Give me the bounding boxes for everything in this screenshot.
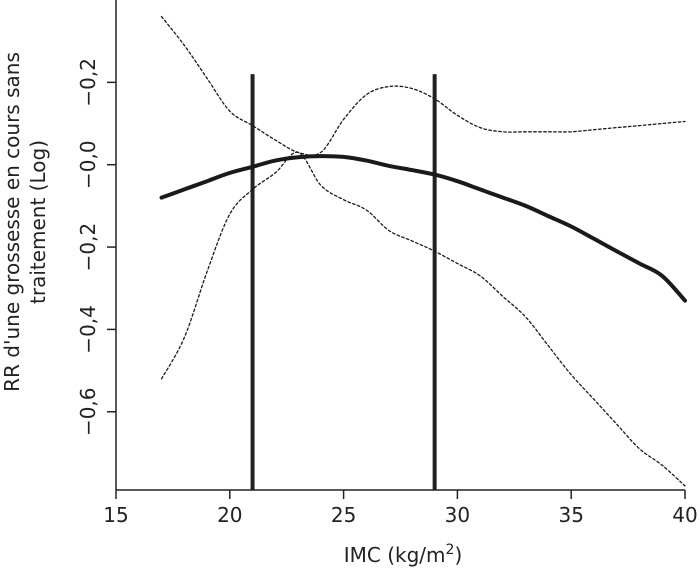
- x-tick-label: 20: [217, 503, 242, 527]
- y-tick-label: −0,2: [76, 223, 100, 272]
- series-estimate: [159, 154, 687, 303]
- x-tick-label: 30: [445, 503, 470, 527]
- x-tick-label: 15: [103, 503, 128, 527]
- y-tick-label: −0,0: [76, 140, 100, 189]
- x-axis-title-main: IMC (kg/m: [344, 543, 446, 567]
- x-tick-label: 35: [558, 503, 583, 527]
- y-axis-title-line2: traitement (Log): [26, 140, 50, 304]
- y-tick-label: −0,2: [76, 58, 100, 107]
- y-axis: −0,2 −0,0 −0,2 −0,4 −0,6: [76, 0, 117, 490]
- x-axis-title-close: ): [454, 543, 462, 567]
- y-tick-label: −0,4: [76, 305, 100, 354]
- x-axis-title: IMC (kg/m2): [344, 542, 463, 567]
- x-tick-label: 40: [672, 503, 697, 527]
- y-axis-title-line1: RR d'une grossesse en cours sans: [0, 52, 24, 392]
- y-axis-title: RR d'une grossesse en cours sans traitem…: [0, 52, 50, 392]
- plot-area: [159, 15, 687, 490]
- series-lower-bound: [160, 151, 686, 487]
- series-upper-bound: [160, 15, 686, 156]
- x-axis-title-superscript: 2: [446, 542, 455, 558]
- x-tick-label: 25: [331, 503, 356, 527]
- x-axis: 15 20 25 30 35 40: [103, 489, 698, 527]
- y-tick-label: −0,6: [76, 387, 100, 436]
